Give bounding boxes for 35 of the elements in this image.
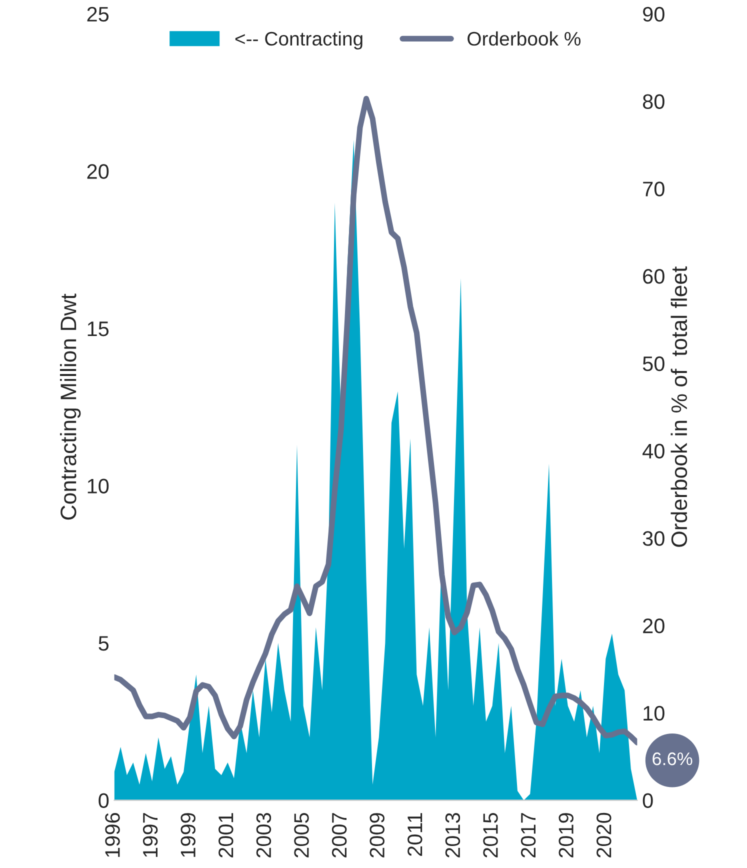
y2-tick-label: 0 [642,793,653,808]
x-tick-label: 2019 [558,813,574,858]
x-tick-label: 1997 [142,813,158,857]
y-tick-label: 20 [87,164,109,179]
legend-label: <-- Contracting [235,31,362,50]
legend-label: Orderbook % [468,31,581,46]
x-tick-label: 2007 [332,813,347,858]
x-tick-label: 2013 [445,813,460,858]
y-tick-label: 25 [87,6,109,22]
y2-tick-label: 10 [644,706,664,721]
y2-tick-label: 90 [643,6,664,22]
x-tick-label: 2020 [596,812,612,858]
y2-tick-label: 50 [642,356,664,372]
y2-tick-label: 80 [642,94,664,110]
text: 6.6% [652,752,692,766]
y2-tick-label: 60 [643,269,664,284]
x-tick-label: 2015 [483,812,498,858]
y2-tick-label: 20 [643,618,664,634]
x-tick-label: 1996 [105,813,120,857]
y-tick-label: 10 [88,478,109,494]
x-tick-label: 2005 [294,812,309,858]
y2-axis-title: Orderbook in % of total fleet [670,266,688,547]
x-tick-label: 2009 [370,813,384,858]
x-tick-label: 2001 [218,813,234,858]
x-tick-label: 1999 [180,813,196,857]
y-tick-label: 5 [98,636,109,651]
y-axis-title: Contracting Million Dwt [60,294,81,520]
y-tick-label: 15 [88,322,109,336]
y2-tick-label: 40 [642,444,664,459]
x-tick-label: 2003 [256,813,272,858]
y-tick-label: 0 [98,793,109,808]
x-tick-label: 2011 [408,813,422,856]
y2-tick-label: 30 [642,531,664,546]
x-tick-label: 2017 [520,813,536,858]
y2-tick-label: 70 [643,182,664,196]
